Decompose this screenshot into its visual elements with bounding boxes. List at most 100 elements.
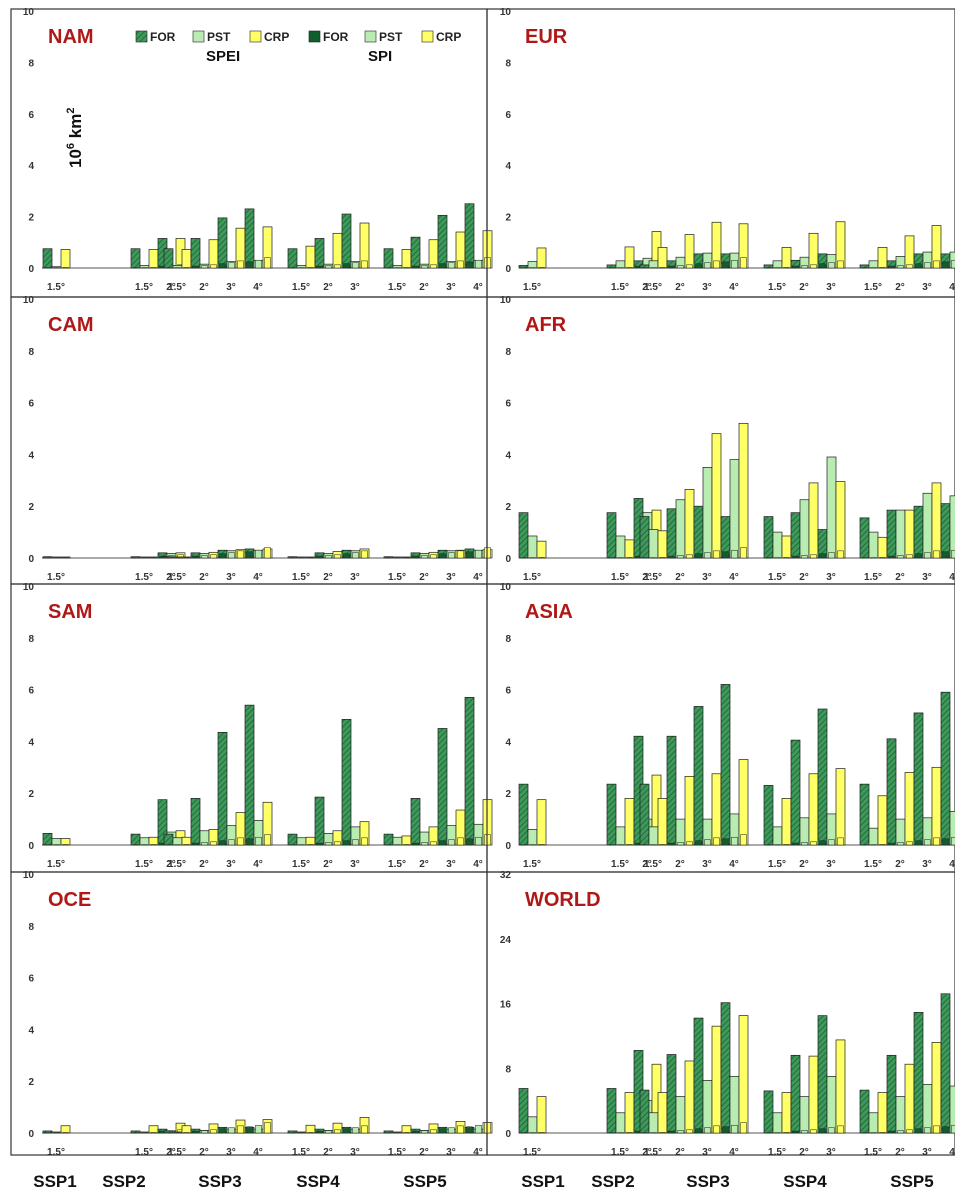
bar-for-spi (466, 551, 473, 559)
x-tick-label: 1.5° (864, 1147, 882, 1158)
bar-crp-spei (738, 1015, 749, 1134)
bar-crp-spi (237, 837, 244, 846)
x-tick-label: 2° (419, 282, 429, 293)
bar-pst-spei (895, 818, 906, 846)
x-tick-label: 2° (166, 1147, 176, 1158)
x-tick-label: 3° (702, 1147, 712, 1158)
bar-for-spi (888, 842, 895, 846)
x-tick-label: 4° (253, 282, 263, 293)
bar-for-spei (940, 503, 951, 559)
bar-pst-spei (772, 531, 783, 559)
x-tick-label: 3° (826, 1147, 836, 1158)
bar-for-spi (316, 842, 323, 846)
bar-crp-spi (906, 841, 913, 846)
x-tick-label: 4° (473, 859, 483, 870)
bar-crp-spi (403, 557, 410, 559)
x-tick-label: 4° (729, 1147, 739, 1158)
bar-crp-spi (307, 844, 314, 846)
bar-for-spi (219, 1128, 226, 1134)
bar-for-spei (314, 796, 325, 846)
bar-pst-spei (922, 492, 933, 559)
x-tick-label: 3° (826, 282, 836, 293)
bar-for-spi (861, 267, 868, 269)
x-tick-label: 1.5° (292, 282, 310, 293)
x-tick-label: 2° (323, 572, 333, 583)
bar-for-spei (383, 833, 394, 846)
bar-crp-spei (181, 1125, 192, 1134)
bar-for-spi (819, 553, 826, 559)
bar-for-spi (219, 553, 226, 559)
bar-for-spi (412, 842, 419, 846)
y-tick-label: 0 (505, 264, 511, 275)
bar-crp-spi (538, 267, 545, 269)
bar-pst-spi (924, 262, 931, 269)
bar-crp-spei (931, 1041, 942, 1134)
bar-crp-spi (264, 1122, 271, 1134)
x-tick-label: 2° (323, 282, 333, 293)
bar-for-spi (466, 1126, 473, 1134)
region-label: NAM (48, 26, 94, 48)
bar-pst-spi (201, 265, 208, 269)
x-tick-label: 2° (895, 572, 905, 583)
bar-for-spi (165, 267, 172, 269)
bar-pst-spei (772, 260, 783, 269)
bar-crp-spi (264, 547, 271, 559)
bar-crp-spei (877, 536, 888, 559)
bar-crp-spei (931, 766, 942, 846)
bar-for-spi (792, 555, 799, 559)
bar-for-spei (464, 203, 475, 269)
bar-for-spi (792, 842, 799, 846)
bar-for-spei (790, 739, 801, 846)
x-tick-label: 3° (826, 859, 836, 870)
bar-pst-spi (201, 842, 208, 846)
bar-for-spei (287, 248, 298, 269)
bar-pst-spei (729, 1075, 740, 1134)
bar-pst-spi (352, 262, 359, 269)
bar-crp-spi (457, 550, 464, 559)
bar-pst-spi (228, 262, 235, 269)
x-tick-label: 1.5° (611, 282, 629, 293)
bar-crp-spei (148, 1125, 159, 1134)
bar-pst-spi (325, 555, 332, 559)
ssp-label-4-right: SSP4 (783, 1172, 827, 1191)
bar-for-spi (915, 840, 922, 846)
x-tick-label: 3° (702, 282, 712, 293)
bar-pst-spi (801, 265, 808, 269)
x-tick-label: 1.5° (388, 1147, 406, 1158)
x-tick-label: 2° (419, 572, 429, 583)
bar-pst-spi (650, 1132, 657, 1134)
bar-for-spei (639, 783, 650, 846)
bar-pst-spei (51, 838, 62, 846)
bar-for-spi (915, 553, 922, 559)
bar-for-spi (520, 267, 527, 269)
bar-for-spi (861, 557, 868, 559)
bar-pst-spei (527, 535, 538, 559)
x-tick-label: 1.5° (47, 859, 65, 870)
bar-crp-spi (933, 1125, 940, 1134)
x-tick-label: 2° (799, 859, 809, 870)
bar-pst-spi (325, 842, 332, 846)
bar-pst-spi (828, 839, 835, 846)
bar-for-spi (132, 557, 139, 559)
bar-for-spi (765, 557, 772, 559)
bar-for-spi (165, 557, 172, 559)
svg-text:106 km2: 106 km2 (65, 108, 85, 168)
x-tick-label: 3° (922, 859, 932, 870)
bar-pst-spei (868, 1112, 879, 1134)
bar-pst-spi (870, 267, 877, 269)
x-tick-label: 2° (166, 859, 176, 870)
legend-label-crp-spi: CRP (436, 30, 461, 44)
bar-for-spi (765, 267, 772, 269)
bar-for-spi (915, 1128, 922, 1134)
x-tick-label: 4° (253, 1147, 263, 1158)
x-tick-label: 1.5° (864, 572, 882, 583)
bar-for-spei (886, 738, 897, 846)
bar-for-spi (819, 840, 826, 846)
bar-for-spi (668, 265, 675, 269)
bar-pst-spi (475, 549, 482, 559)
bar-for-spei (763, 1090, 774, 1134)
bar-for-spei (42, 248, 53, 269)
x-tick-label: 1.5° (644, 859, 662, 870)
